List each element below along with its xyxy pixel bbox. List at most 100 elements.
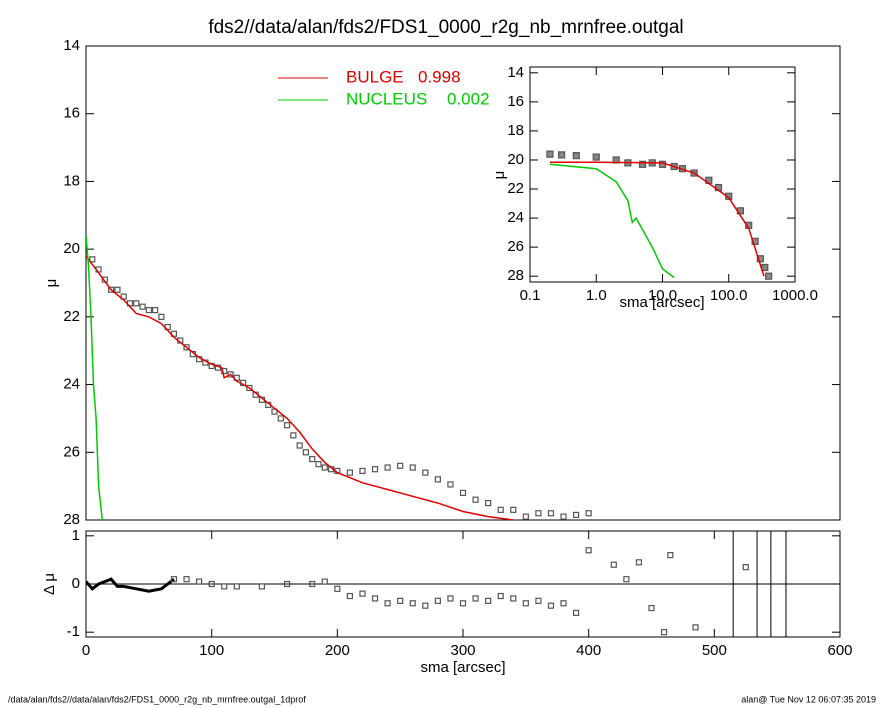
y-tick-label: 26 [507,238,524,255]
data-point [302,449,310,456]
data-point [221,367,228,375]
data-point [346,592,353,600]
y-tick-label: 16 [507,93,524,110]
data-point [384,464,391,471]
y-tick-label: 24 [63,376,80,393]
data-point [315,461,322,468]
data-point [535,597,542,604]
x-axis-label: sma [arcsec] [420,659,505,676]
data-point [692,624,699,631]
y-tick-label: 22 [507,180,524,197]
data-point [227,371,234,378]
data-point [497,592,504,600]
y-tick-label: 0 [72,575,80,592]
data-point [546,150,554,158]
y-tick-label: 24 [507,209,524,226]
data-point [170,576,178,583]
data-point [133,300,140,307]
data-point [667,551,674,559]
y-tick-label: 28 [63,511,80,528]
data-point [409,464,416,471]
data-point [535,510,542,517]
data-point [233,583,240,590]
data-point [89,256,96,263]
chart-title: fds2//data/alan/fds2/FDS1_0000_r2g_nb_mr… [208,17,683,38]
data-point [221,583,228,590]
data-point [447,481,454,488]
data-point [114,286,121,293]
x-tick-label: 100 [199,642,224,659]
y-tick-label: 20 [63,240,80,257]
data-point [152,306,159,314]
data-point [585,510,592,517]
data-point [359,467,366,475]
data-point [560,600,567,607]
data-point [283,580,291,588]
data-point [472,595,479,602]
data-point [510,595,517,602]
data-point [510,506,517,513]
y-tick-label: -1 [67,623,80,640]
x-axis-label: sma [arcsec] [619,294,704,311]
x-tick-label: 500 [702,642,727,659]
data-point [485,597,492,604]
data-point [648,604,655,612]
data-point [108,286,115,293]
x-tick-label: 100.0 [710,287,748,304]
data-point [321,464,328,471]
data-point [472,496,479,503]
data-point [756,255,764,263]
data-point [158,313,165,320]
data-point [422,469,429,476]
y-tick-label: 1 [72,527,80,544]
data-point [660,629,668,636]
profile-line [86,255,514,520]
data-point [321,578,328,585]
x-tick-label: 200 [325,642,350,659]
data-point [623,576,630,583]
x-tick-label: 300 [450,642,475,659]
y-axis-label: μ [43,279,60,288]
data-point [309,455,316,463]
data-point [761,263,769,272]
data-point [309,580,316,588]
data-point [558,151,566,159]
data-point [409,600,416,607]
data-point [497,506,504,513]
data-point [610,561,617,568]
data-point [459,600,467,607]
y-tick-label: 16 [63,105,80,122]
data-point [592,153,600,161]
data-point [277,415,284,422]
profile-line [86,577,175,593]
data-point [434,476,441,483]
legend-value: 0.998 [418,67,461,86]
data-point [359,590,366,597]
data-point [572,152,580,160]
data-point [139,303,146,310]
data-point [485,499,492,507]
plot-frame [85,45,841,521]
data-point [246,384,253,392]
y-axis-label: Δ μ [41,573,58,595]
data-point [522,600,529,607]
data-point [145,306,152,314]
data-point [638,160,647,168]
data-point [196,578,203,585]
profile-line [86,235,104,520]
data-point [334,585,341,592]
data-point [547,602,555,609]
data-point [258,583,266,590]
data-point [459,489,467,497]
y-axis-label: μ [491,171,508,180]
data-point [283,422,291,429]
y-tick-label: 14 [63,37,80,54]
data-point [635,559,643,566]
y-tick-label: 14 [507,64,524,81]
legend-value: 0.002 [447,89,490,108]
data-point [183,576,190,583]
data-point [371,466,379,473]
y-tick-label: 18 [507,122,524,139]
x-tick-label: 0.1 [520,287,541,304]
